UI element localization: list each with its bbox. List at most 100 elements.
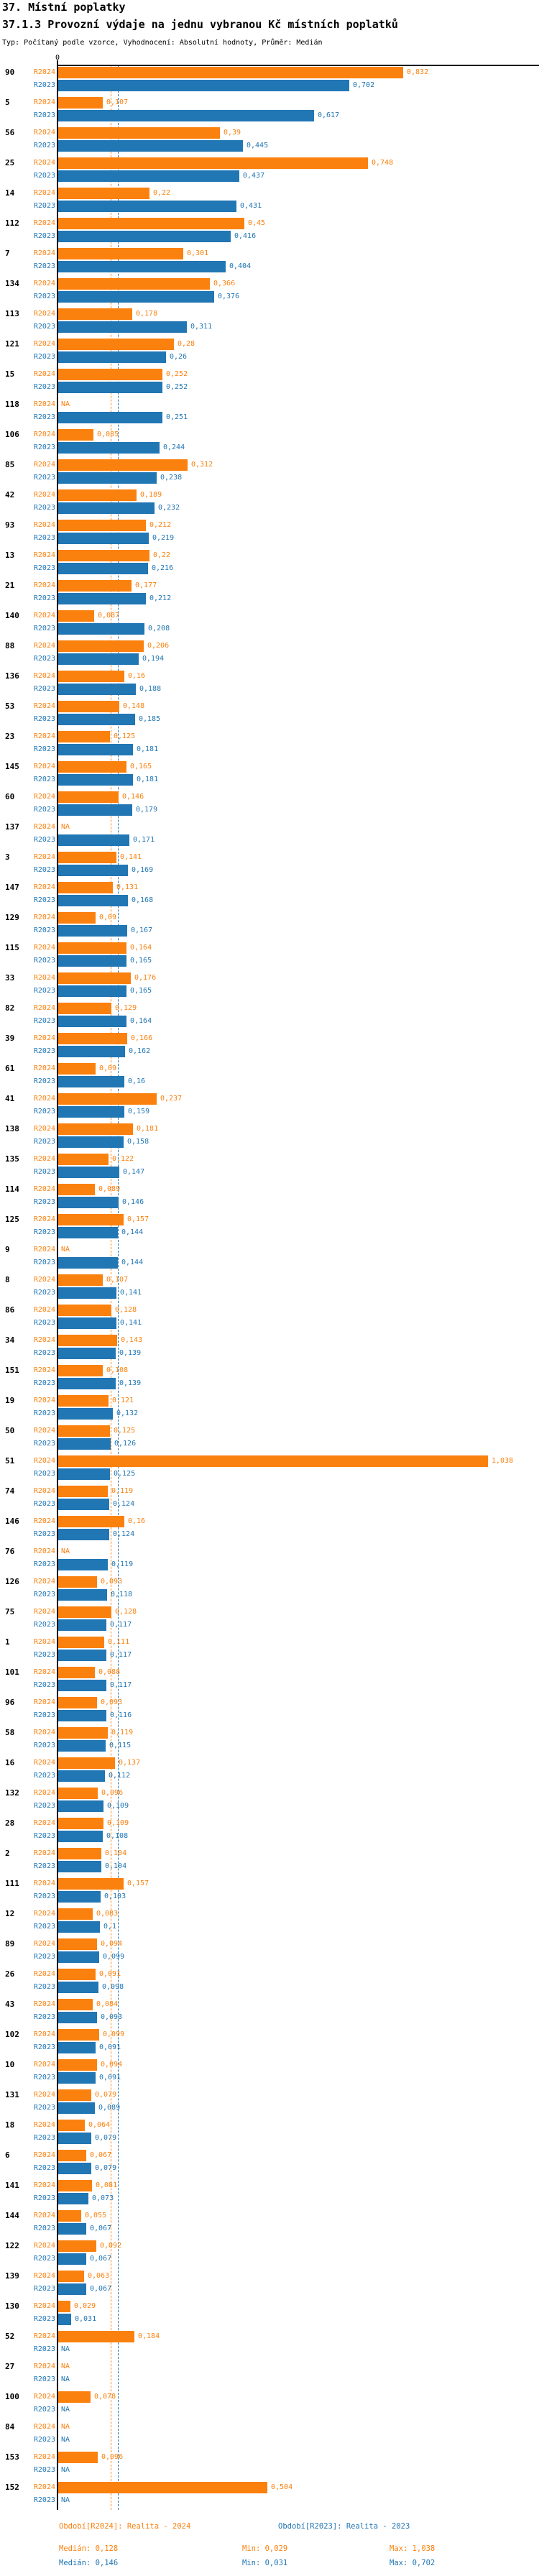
series-label-r2023: R2023	[33, 564, 55, 572]
bar-r2024	[58, 459, 188, 471]
row-category-label: 145	[5, 762, 19, 771]
bar-value-label-r2023: 0,089	[98, 2104, 121, 2112]
series-label-r2024: R2024	[33, 491, 55, 499]
bar-value-label-r2023: 0,091	[99, 2043, 121, 2051]
row-category-label: 33	[5, 973, 15, 983]
row-category-label: 21	[5, 581, 15, 590]
series-label-r2023: R2023	[33, 1319, 55, 1327]
bar-r2024	[58, 1274, 103, 1286]
bar-r2023	[58, 472, 157, 484]
bar-value-label-r2023: 0,104	[105, 1862, 127, 1870]
bar-r2023	[58, 1619, 106, 1631]
bar-value-label-r2023: 0,252	[166, 383, 188, 391]
row-category-label: 12	[5, 1909, 15, 1918]
row-category-label: 10	[5, 2060, 15, 2069]
series-label-r2024: R2024	[33, 1970, 55, 1978]
series-label-r2024: R2024	[33, 1729, 55, 1736]
series-label-r2024: R2024	[33, 2091, 55, 2099]
bar-r2023	[58, 261, 226, 272]
bar-r2023	[58, 1831, 103, 1842]
series-label-r2023: R2023	[33, 2315, 55, 2323]
bar-r2023	[58, 895, 128, 906]
bar-r2023	[58, 231, 231, 242]
row-category-label: 151	[5, 1366, 19, 1375]
bar-value-label-r2024: 0,39	[224, 129, 241, 137]
series-label-r2023: R2023	[33, 1047, 55, 1055]
bar-value-label-r2023: 0,208	[148, 625, 170, 632]
row-category-label: 152	[5, 2483, 19, 2492]
row-category-label: 132	[5, 1788, 19, 1798]
row-category-label: 136	[5, 671, 19, 681]
series-label-r2023: R2023	[33, 1108, 55, 1116]
bar-r2023	[58, 1348, 116, 1359]
y-axis-line	[57, 60, 58, 2510]
bar-value-label-r2024: 0,212	[149, 521, 172, 529]
row-category-label: 15	[5, 369, 15, 379]
bar-r2024	[58, 852, 116, 863]
bar-r2023	[58, 442, 160, 454]
bar-value-label-r2023: 0,079	[95, 2164, 117, 2172]
series-label-r2024: R2024	[33, 1215, 55, 1223]
bar-value-label-r2024: 0,28	[178, 340, 195, 348]
bar-r2024	[58, 1697, 97, 1708]
bar-value-label-r2023: 0,067	[90, 2255, 112, 2263]
row-category-label: 75	[5, 1607, 15, 1616]
series-label-r2023: R2023	[33, 896, 55, 904]
bar-value-label-r2023: 0,169	[132, 866, 154, 874]
series-label-r2024: R2024	[33, 793, 55, 801]
bar-r2023	[58, 502, 155, 514]
bar-value-label-r2024: 0,157	[127, 1215, 149, 1223]
bar-r2024	[58, 1003, 111, 1014]
bar-value-label-r2024: 0,104	[105, 1849, 127, 1857]
bar-value-label-r2024: 0,125	[114, 1427, 136, 1435]
bar-value-label-r2024: 0,366	[213, 280, 236, 288]
bar-value-label-r2024: 0,128	[115, 1608, 137, 1616]
bar-value-label-r2024: 0,119	[111, 1487, 134, 1495]
series-label-r2023: R2023	[33, 1802, 55, 1810]
bar-value-label-r2023: 0,146	[122, 1198, 144, 1206]
bar-r2023	[58, 1740, 106, 1752]
row-category-label: 3	[5, 852, 10, 862]
bar-r2024	[58, 640, 144, 652]
bar-value-label-r2024: 0,128	[115, 1306, 137, 1314]
series-label-r2024: R2024	[33, 1668, 55, 1676]
series-label-r2024: R2024	[33, 581, 55, 589]
bar-value-label-r2023: 0,103	[104, 1892, 126, 1900]
bar-r2023	[58, 321, 187, 333]
bar-r2023	[58, 1982, 98, 1993]
series-label-r2023: R2023	[33, 232, 55, 240]
bar-r2024	[58, 1576, 97, 1588]
row-category-label: 1	[5, 1637, 10, 1647]
series-label-r2024: R2024	[33, 853, 55, 861]
row-category-label: 101	[5, 1668, 19, 1677]
bar-r2023	[58, 1650, 106, 1661]
row-category-label: 139	[5, 2271, 19, 2281]
bar-r2024	[58, 610, 94, 622]
bar-value-label-r2024: 1,038	[492, 1457, 514, 1465]
series-label-r2024: R2024	[33, 1276, 55, 1284]
bar-r2023	[58, 1136, 124, 1148]
row-category-label: 39	[5, 1034, 15, 1043]
series-label-r2024: R2024	[33, 129, 55, 137]
bar-r2023	[58, 684, 136, 695]
series-label-r2024: R2024	[33, 340, 55, 348]
bar-r2024	[58, 1818, 103, 1829]
bar-r2023	[58, 2102, 95, 2114]
series-label-r2024: R2024	[33, 431, 55, 438]
series-label-r2024: R2024	[33, 1185, 55, 1193]
bar-value-label-r2023: 0,165	[130, 957, 152, 965]
bar-r2023	[58, 1438, 111, 1450]
bar-r2023	[58, 623, 144, 635]
series-label-r2024: R2024	[33, 461, 55, 469]
bar-r2023	[58, 533, 149, 544]
series-label-r2023: R2023	[33, 2043, 55, 2051]
row-category-label: 84	[5, 2422, 15, 2432]
bar-r2024	[58, 2150, 86, 2161]
series-label-r2024: R2024	[33, 1608, 55, 1616]
series-label-r2024: R2024	[33, 974, 55, 982]
bar-r2023	[58, 1227, 118, 1238]
series-label-r2024: R2024	[33, 2423, 55, 2431]
series-label-r2023: R2023	[33, 1742, 55, 1749]
series-label-r2024: R2024	[33, 1578, 55, 1586]
row-category-label: 76	[5, 1547, 15, 1556]
